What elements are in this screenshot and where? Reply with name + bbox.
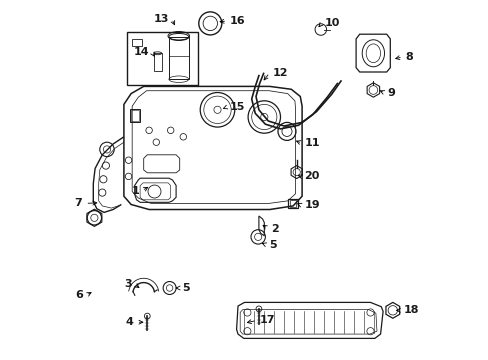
- Bar: [168, 37, 188, 79]
- Text: 9: 9: [387, 88, 395, 98]
- Text: 1: 1: [131, 186, 139, 196]
- Text: 16: 16: [230, 16, 245, 26]
- Bar: [127, 32, 197, 85]
- Text: 13: 13: [153, 14, 168, 24]
- Text: 12: 12: [272, 68, 287, 78]
- Text: 20: 20: [304, 171, 319, 181]
- Text: 6: 6: [75, 290, 83, 300]
- Text: 17: 17: [260, 315, 275, 325]
- Bar: [153, 53, 162, 71]
- Text: 5: 5: [182, 283, 190, 293]
- Text: 10: 10: [324, 18, 340, 28]
- Text: 15: 15: [229, 102, 244, 112]
- Text: 4: 4: [125, 317, 133, 327]
- Text: 5: 5: [268, 240, 276, 250]
- Text: 14: 14: [133, 47, 149, 57]
- Text: 19: 19: [304, 200, 319, 210]
- Text: 11: 11: [305, 138, 320, 148]
- Text: 18: 18: [403, 305, 419, 315]
- Text: 7: 7: [75, 198, 82, 208]
- Text: 2: 2: [270, 224, 278, 234]
- Text: 8: 8: [405, 52, 413, 62]
- Text: 3: 3: [124, 279, 132, 289]
